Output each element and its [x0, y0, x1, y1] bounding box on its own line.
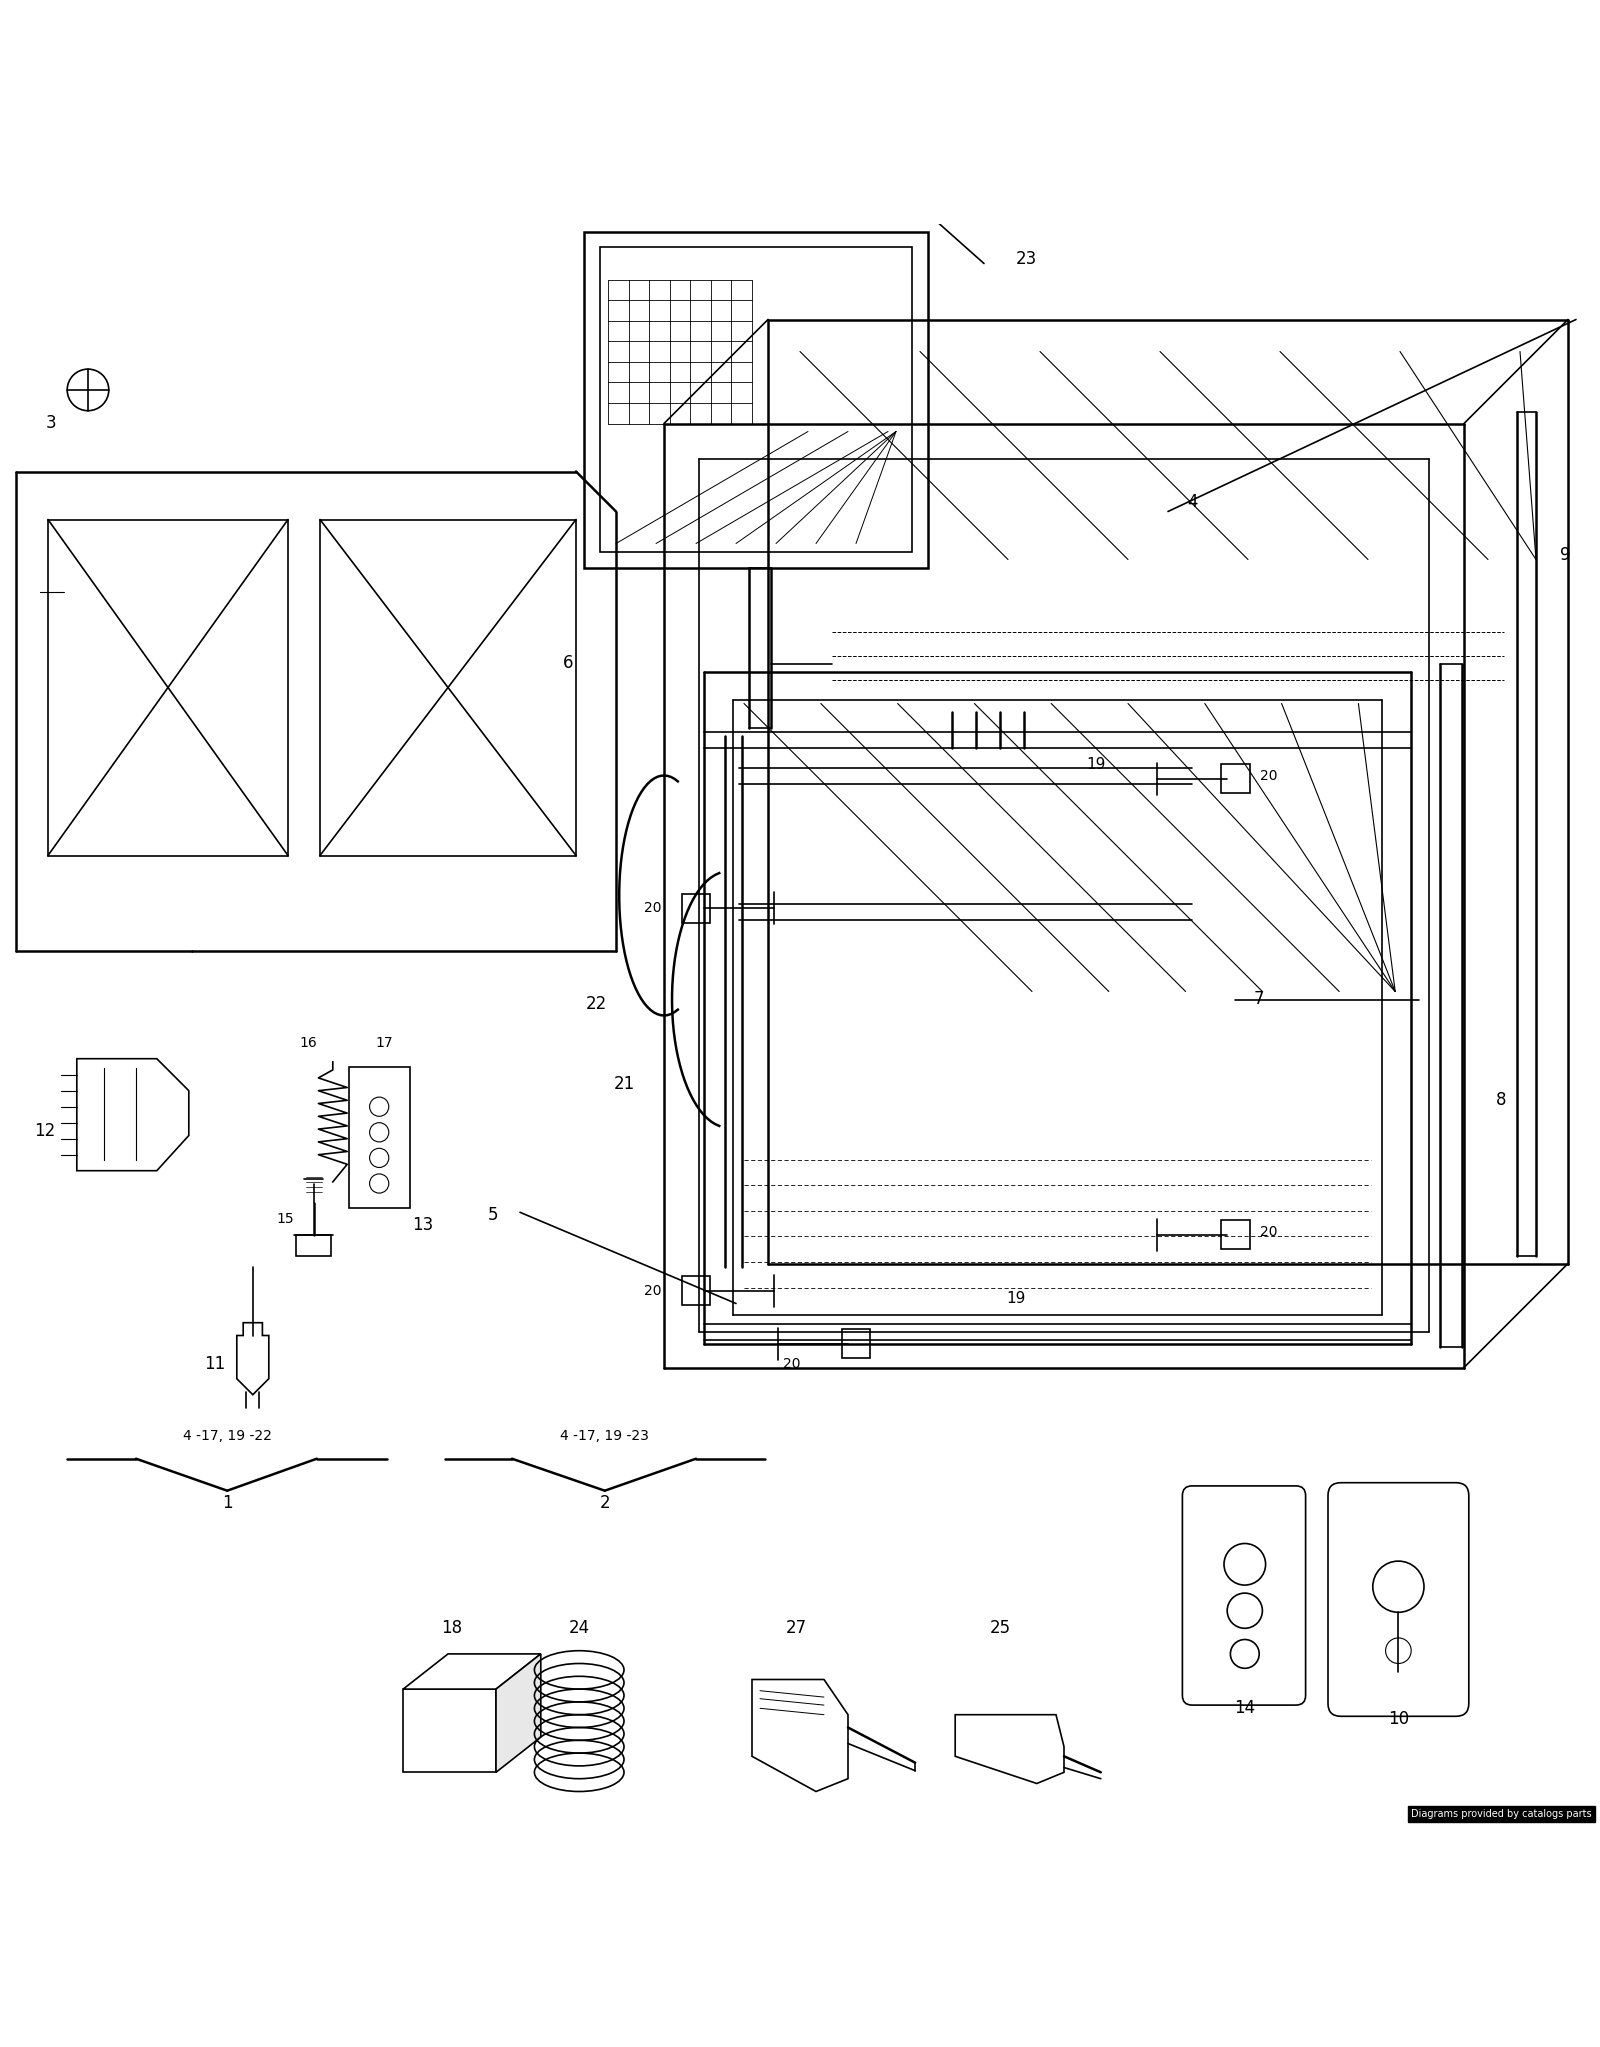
Polygon shape: [403, 1689, 496, 1773]
Text: 22: 22: [586, 995, 608, 1013]
Polygon shape: [77, 1058, 189, 1171]
Text: 21: 21: [613, 1075, 635, 1093]
Text: 2: 2: [600, 1494, 610, 1513]
Text: 27: 27: [786, 1619, 808, 1638]
Text: 3: 3: [46, 413, 56, 432]
Text: 23: 23: [1016, 250, 1037, 268]
Text: 5: 5: [488, 1206, 498, 1224]
Text: 20: 20: [645, 1283, 661, 1298]
Text: 4: 4: [1187, 493, 1197, 512]
Text: 7: 7: [1254, 991, 1264, 1009]
Text: 20: 20: [645, 901, 661, 915]
Text: 25: 25: [989, 1619, 1011, 1638]
Text: 1: 1: [222, 1494, 232, 1513]
Text: 11: 11: [203, 1355, 226, 1374]
Polygon shape: [496, 1654, 541, 1773]
FancyBboxPatch shape: [1328, 1482, 1469, 1715]
Bar: [296, 1234, 331, 1255]
FancyBboxPatch shape: [1182, 1486, 1306, 1705]
Polygon shape: [237, 1322, 269, 1394]
Text: 9: 9: [1560, 547, 1570, 563]
Text: 12: 12: [34, 1122, 56, 1140]
Text: 20: 20: [1261, 1224, 1277, 1238]
Text: 16: 16: [299, 1036, 318, 1050]
Polygon shape: [955, 1715, 1064, 1783]
Bar: [682, 1275, 710, 1306]
Text: 20: 20: [784, 1357, 800, 1371]
Text: 19: 19: [1006, 1292, 1026, 1306]
Bar: [1221, 1220, 1250, 1249]
Text: Diagrams provided by catalogs parts: Diagrams provided by catalogs parts: [1411, 1810, 1592, 1818]
Text: 20: 20: [1261, 768, 1277, 782]
Polygon shape: [403, 1654, 541, 1689]
Text: 14: 14: [1234, 1699, 1256, 1717]
Text: 17: 17: [374, 1036, 394, 1050]
Text: 24: 24: [568, 1619, 590, 1638]
Text: 6: 6: [563, 655, 573, 673]
Text: 4 -17, 19 -23: 4 -17, 19 -23: [560, 1429, 650, 1443]
Bar: [584, 231, 928, 567]
Text: 19: 19: [1086, 757, 1106, 772]
Polygon shape: [752, 1679, 848, 1791]
Text: 10: 10: [1387, 1711, 1410, 1728]
Text: 15: 15: [275, 1212, 294, 1226]
Text: 8: 8: [1496, 1091, 1506, 1109]
Text: 13: 13: [411, 1216, 434, 1234]
Bar: [600, 248, 912, 551]
Bar: [682, 895, 710, 923]
Bar: [349, 1066, 410, 1208]
Text: 4 -17, 19 -22: 4 -17, 19 -22: [182, 1429, 272, 1443]
Bar: [1221, 764, 1250, 792]
Text: 18: 18: [440, 1619, 462, 1638]
Bar: [842, 1329, 870, 1357]
